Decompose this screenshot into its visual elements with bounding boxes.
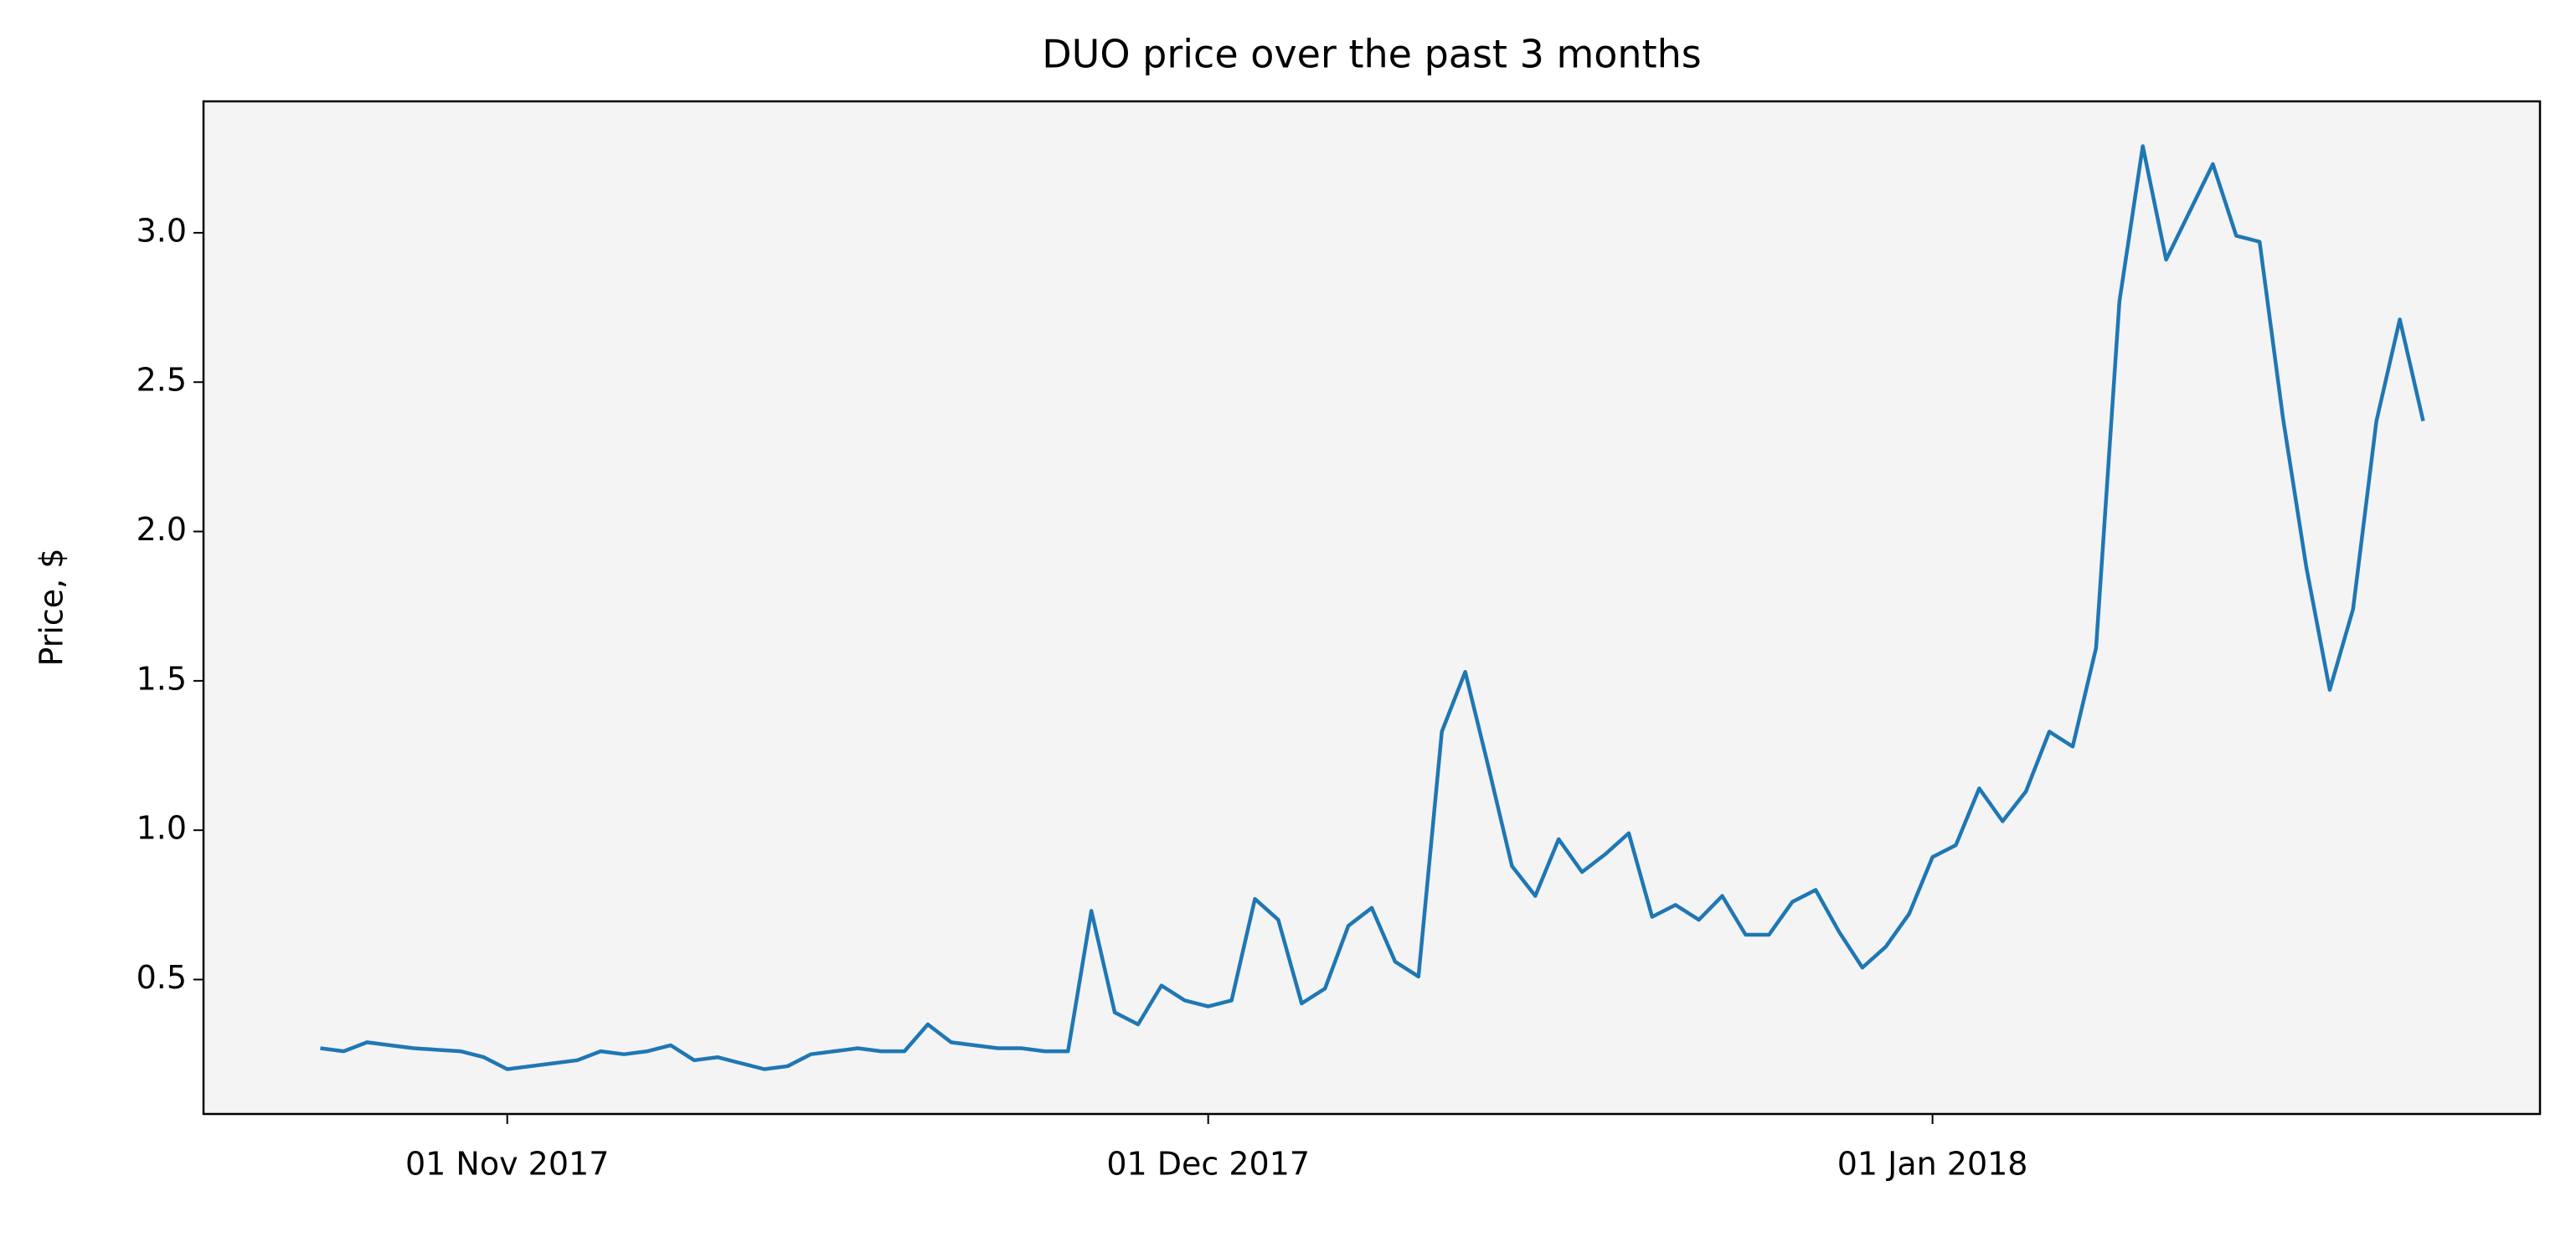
y-tick-label: 3.0 (137, 212, 187, 249)
x-tick-label: 01 Nov 2017 (405, 1146, 609, 1183)
y-tick-label: 1.5 (137, 660, 187, 697)
plot-area (204, 101, 2540, 1114)
y-tick-label: 2.5 (137, 362, 187, 399)
y-tick-label: 2.0 (137, 511, 187, 548)
plot-frame (202, 100, 2542, 1116)
chart-title: DUO price over the past 3 months (1042, 32, 1702, 77)
price-line (320, 144, 2425, 1071)
x-tick-label: 01 Dec 2017 (1106, 1146, 1310, 1183)
y-tick-label: 1.0 (137, 810, 187, 847)
x-tick-label: 01 Jan 2018 (1837, 1146, 2028, 1183)
y-tick-label: 0.5 (137, 959, 187, 996)
y-axis-label: Price, $ (33, 548, 70, 666)
